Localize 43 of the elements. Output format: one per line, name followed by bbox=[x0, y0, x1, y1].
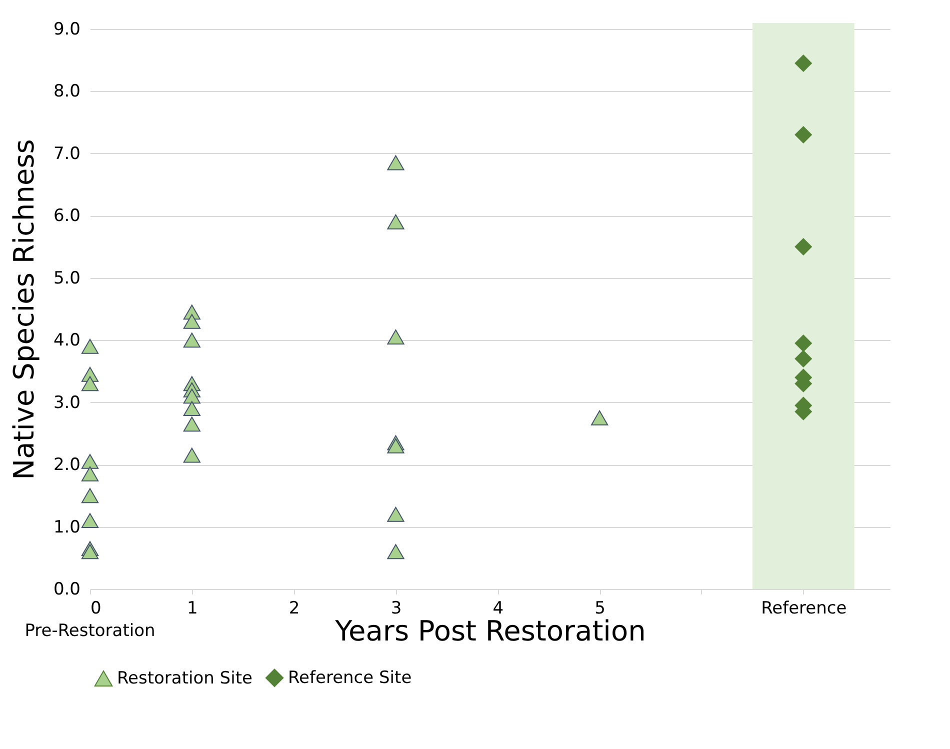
point bbox=[81, 338, 99, 354]
y-tick-label: 1.0 bbox=[53, 517, 80, 538]
point bbox=[387, 155, 404, 170]
point bbox=[183, 314, 200, 329]
point bbox=[387, 438, 404, 454]
point bbox=[183, 448, 200, 463]
y-tick-label: 2.0 bbox=[53, 455, 80, 476]
point bbox=[794, 238, 812, 256]
x-tick-label: 1 bbox=[186, 598, 198, 618]
point bbox=[794, 350, 812, 368]
x-tick-label: Reference bbox=[761, 598, 847, 618]
point bbox=[387, 214, 404, 230]
point bbox=[794, 334, 812, 352]
y-tick-label: 0.0 bbox=[53, 580, 80, 600]
point bbox=[794, 126, 812, 144]
point bbox=[81, 513, 99, 528]
point bbox=[81, 466, 99, 482]
y-tick-label: 8.0 bbox=[53, 82, 80, 102]
point bbox=[81, 454, 99, 469]
y-tick-label: 5.0 bbox=[53, 268, 80, 288]
legend-label: Reference Site bbox=[288, 668, 412, 688]
y-tick-label: 4.0 bbox=[53, 330, 80, 351]
point bbox=[387, 330, 404, 344]
point bbox=[183, 416, 200, 432]
y-tick-label: 9.0 bbox=[53, 20, 80, 40]
point bbox=[183, 332, 200, 348]
point bbox=[81, 544, 99, 560]
point bbox=[590, 410, 608, 426]
y-tick-label: 6.0 bbox=[53, 206, 80, 226]
y-tick-label: 7.0 bbox=[53, 144, 80, 164]
point bbox=[183, 401, 200, 416]
point bbox=[81, 488, 99, 504]
point bbox=[794, 54, 812, 72]
text: Pre-Restoration bbox=[24, 621, 156, 641]
y-axis-title: Native Species Richness bbox=[7, 139, 40, 480]
x-tick-label: 0 bbox=[90, 598, 102, 618]
legend-label: Restoration Site bbox=[117, 668, 252, 688]
y-tick-label: 3.0 bbox=[53, 392, 80, 413]
point bbox=[183, 388, 200, 404]
point bbox=[387, 506, 404, 522]
x-tick-label: 2 bbox=[288, 598, 300, 618]
point bbox=[81, 376, 99, 392]
point bbox=[387, 544, 404, 560]
